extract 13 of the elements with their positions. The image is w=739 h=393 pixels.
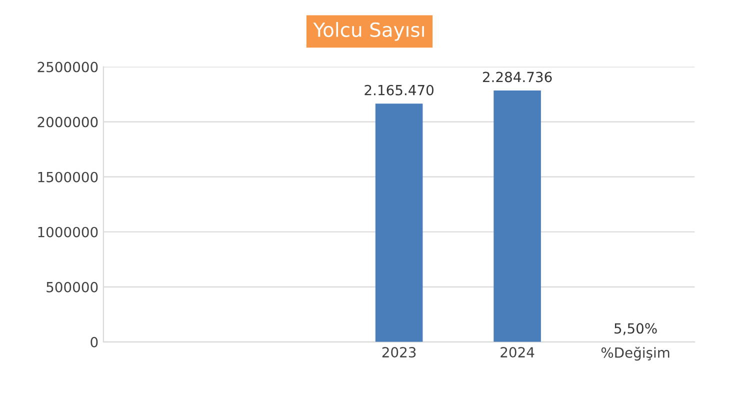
chart-title: Yolcu Sayısı (313, 22, 424, 41)
data-label: 5,50% (614, 323, 657, 336)
x-tick-label: 2024 (500, 347, 534, 358)
y-tick-label: 2500000 (38, 62, 98, 72)
data-label: 2.165.470 (364, 84, 434, 96)
y-tick-label: 1500000 (38, 172, 98, 182)
y-tick-label: 2000000 (38, 116, 98, 128)
x-tick-label: 2023 (382, 347, 416, 358)
x-tick-label: %Değişim (601, 346, 670, 361)
y-tick-label: 500000 (46, 282, 98, 292)
y-tick-label: 0 (90, 336, 98, 348)
y-tick-label: 1000000 (38, 226, 98, 238)
data-label: 2.284.736 (482, 72, 552, 82)
